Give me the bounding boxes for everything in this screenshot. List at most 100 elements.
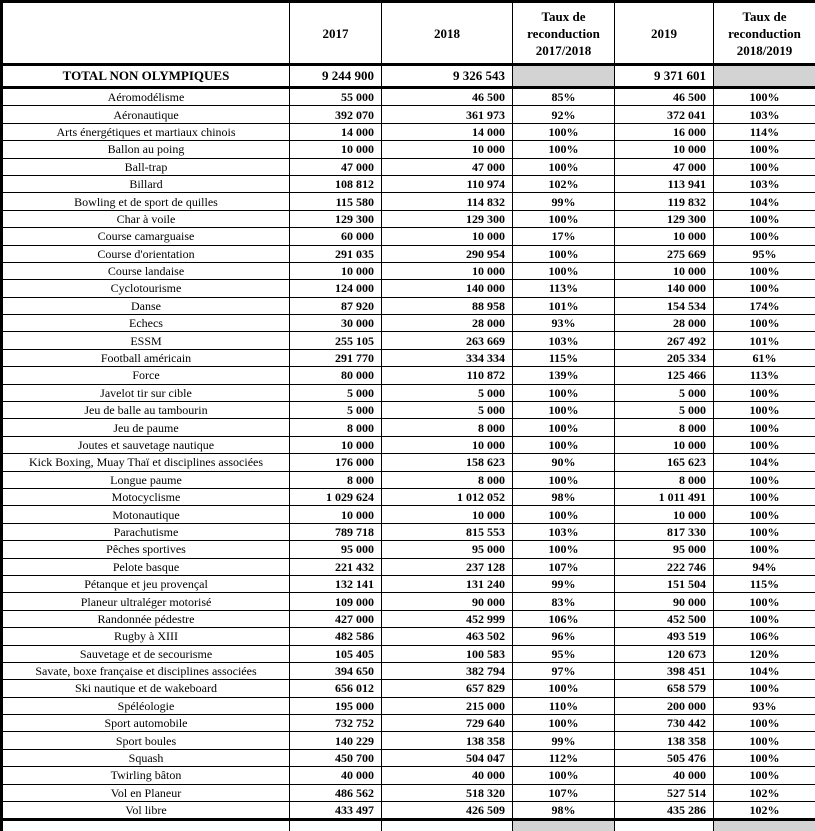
row-label: Vol en Planeur: [1, 783, 290, 803]
taux-2017-2018: 99%: [512, 574, 615, 594]
total-value-2017: 9 244 900: [289, 63, 382, 89]
value-2019: 205 334: [614, 348, 714, 368]
taux-2018-2019: 104%: [713, 453, 815, 472]
taux-2018-2019: 120%: [713, 644, 815, 663]
taux-2017-2018: 95%: [512, 644, 615, 663]
value-2018: 426 509: [381, 801, 513, 821]
taux-2018-2019: 100%: [713, 383, 815, 403]
value-2018: 140 000: [381, 279, 513, 298]
taux-2017-2018: 100%: [512, 435, 615, 455]
taux-2018-2019: 100%: [713, 487, 815, 507]
taux-2017-2018: 100%: [512, 540, 615, 559]
value-2018: 518 320: [381, 783, 513, 803]
value-2018: 361 973: [381, 105, 513, 124]
row-label: Jeu de balle au tambourin: [1, 401, 290, 420]
table-row: Jeu de paume 8 000 8 000 100% 8 000 100%: [1, 418, 815, 437]
taux-2017-2018: 100%: [512, 122, 615, 142]
taux-2017-2018: 100%: [512, 140, 615, 159]
value-2018: 10 000: [381, 435, 513, 455]
value-2018: 46 500: [381, 86, 513, 107]
table-row: Jeu de balle au tambourin 5 000 5 000 100% 5…: [1, 401, 815, 420]
row-label: Ski nautique et de wakeboard: [1, 679, 290, 698]
clipped-taux-2018-2019: [713, 818, 815, 831]
taux-2017-2018: 98%: [512, 801, 615, 821]
value-2019: 398 451: [614, 661, 714, 681]
row-label: Course camarguaise: [1, 227, 290, 246]
header-taux-2017-2018: Taux de reconduction 2017/2018: [512, 1, 615, 66]
value-2017: 482 586: [289, 627, 382, 646]
header-2017: 2017: [289, 1, 382, 66]
clipped-bottom-total-row: [1, 818, 815, 831]
clipped-value-2018: [381, 818, 513, 831]
taux-2018-2019: 102%: [713, 783, 815, 803]
value-2018: 129 300: [381, 209, 513, 229]
taux-2018-2019: 100%: [713, 86, 815, 107]
row-label: Aéromodélisme: [1, 86, 290, 107]
row-label: Bowling et de sport de quilles: [1, 192, 290, 211]
value-2017: 87 920: [289, 296, 382, 316]
row-label: Pelote basque: [1, 557, 290, 576]
row-label: Sport boules: [1, 731, 290, 750]
table-row: Sport boules 140 229 138 358 99% 138 358 100%: [1, 731, 815, 750]
total-value-2019: 9 371 601: [614, 63, 714, 89]
row-label: Javelot tir sur cible: [1, 383, 290, 403]
total-taux-2018-2019: [713, 63, 815, 89]
taux-2018-2019: 100%: [713, 592, 815, 611]
table-row: Force 80 000 110 872 139% 125 466 113%: [1, 366, 815, 385]
value-2018: 463 502: [381, 627, 513, 646]
taux-2018-2019: 100%: [713, 505, 815, 524]
taux-2018-2019: 113%: [713, 366, 815, 385]
value-2018: 452 999: [381, 609, 513, 629]
value-2019: 95 000: [614, 540, 714, 559]
table-row: Savate, boxe française et disciplines as…: [1, 661, 815, 681]
value-2018: 95 000: [381, 540, 513, 559]
total-non-olympiques-row: TOTAL NON OLYMPIQUES 9 244 900 9 326 543…: [1, 63, 815, 89]
value-2017: 291 770: [289, 348, 382, 368]
taux-2017-2018: 100%: [512, 401, 615, 420]
table-row: Motonautique 10 000 10 000 100% 10 000 100%: [1, 505, 815, 524]
taux-2017-2018: 100%: [512, 383, 615, 403]
taux-2018-2019: 100%: [713, 279, 815, 298]
value-2017: 109 000: [289, 592, 382, 611]
table-row: Parachutisme 789 718 815 553 103% 817 330 100…: [1, 522, 815, 542]
value-2018: 263 669: [381, 331, 513, 350]
taux-2018-2019: 100%: [713, 435, 815, 455]
taux-2018-2019: 104%: [713, 192, 815, 211]
value-2019: 90 000: [614, 592, 714, 611]
taux-2017-2018: 107%: [512, 557, 615, 576]
taux-2017-2018: 99%: [512, 192, 615, 211]
value-2018: 1 012 052: [381, 487, 513, 507]
table-row: Aéronautique 392 070 361 973 92% 372 041 103%: [1, 105, 815, 124]
row-label: Rugby à XIII: [1, 627, 290, 646]
value-2019: 151 504: [614, 574, 714, 594]
value-2019: 817 330: [614, 522, 714, 542]
taux-2018-2019: 94%: [713, 557, 815, 576]
taux-2018-2019: 174%: [713, 296, 815, 316]
taux-2017-2018: 100%: [512, 766, 615, 785]
table-row: Rugby à XIII 482 586 463 502 96% 493 519 106%: [1, 627, 815, 646]
row-label: Joutes et sauvetage nautique: [1, 435, 290, 455]
row-label: Sport automobile: [1, 714, 290, 733]
taux-2018-2019: 100%: [713, 140, 815, 159]
taux-2018-2019: 100%: [713, 731, 815, 750]
value-2019: 8 000: [614, 470, 714, 489]
value-2017: 10 000: [289, 435, 382, 455]
value-2019: 46 500: [614, 86, 714, 107]
clipped-value-2017: [289, 818, 382, 831]
table-row: Kick Boxing, Muay Thaï et disciplines as…: [1, 453, 815, 472]
value-2017: 394 650: [289, 661, 382, 681]
value-2017: 8 000: [289, 470, 382, 489]
value-2017: 195 000: [289, 696, 382, 716]
value-2017: 108 812: [289, 174, 382, 194]
taux-2017-2018: 113%: [512, 279, 615, 298]
taux-2018-2019: 100%: [713, 418, 815, 437]
value-2018: 10 000: [381, 227, 513, 246]
value-2019: 730 442: [614, 714, 714, 733]
value-2017: 433 497: [289, 801, 382, 821]
value-2017: 255 105: [289, 331, 382, 350]
table-row: Football américain 291 770 334 334 115% 205 …: [1, 348, 815, 368]
value-2019: 372 041: [614, 105, 714, 124]
value-2017: 176 000: [289, 453, 382, 472]
value-2019: 435 286: [614, 801, 714, 821]
value-2017: 30 000: [289, 314, 382, 333]
